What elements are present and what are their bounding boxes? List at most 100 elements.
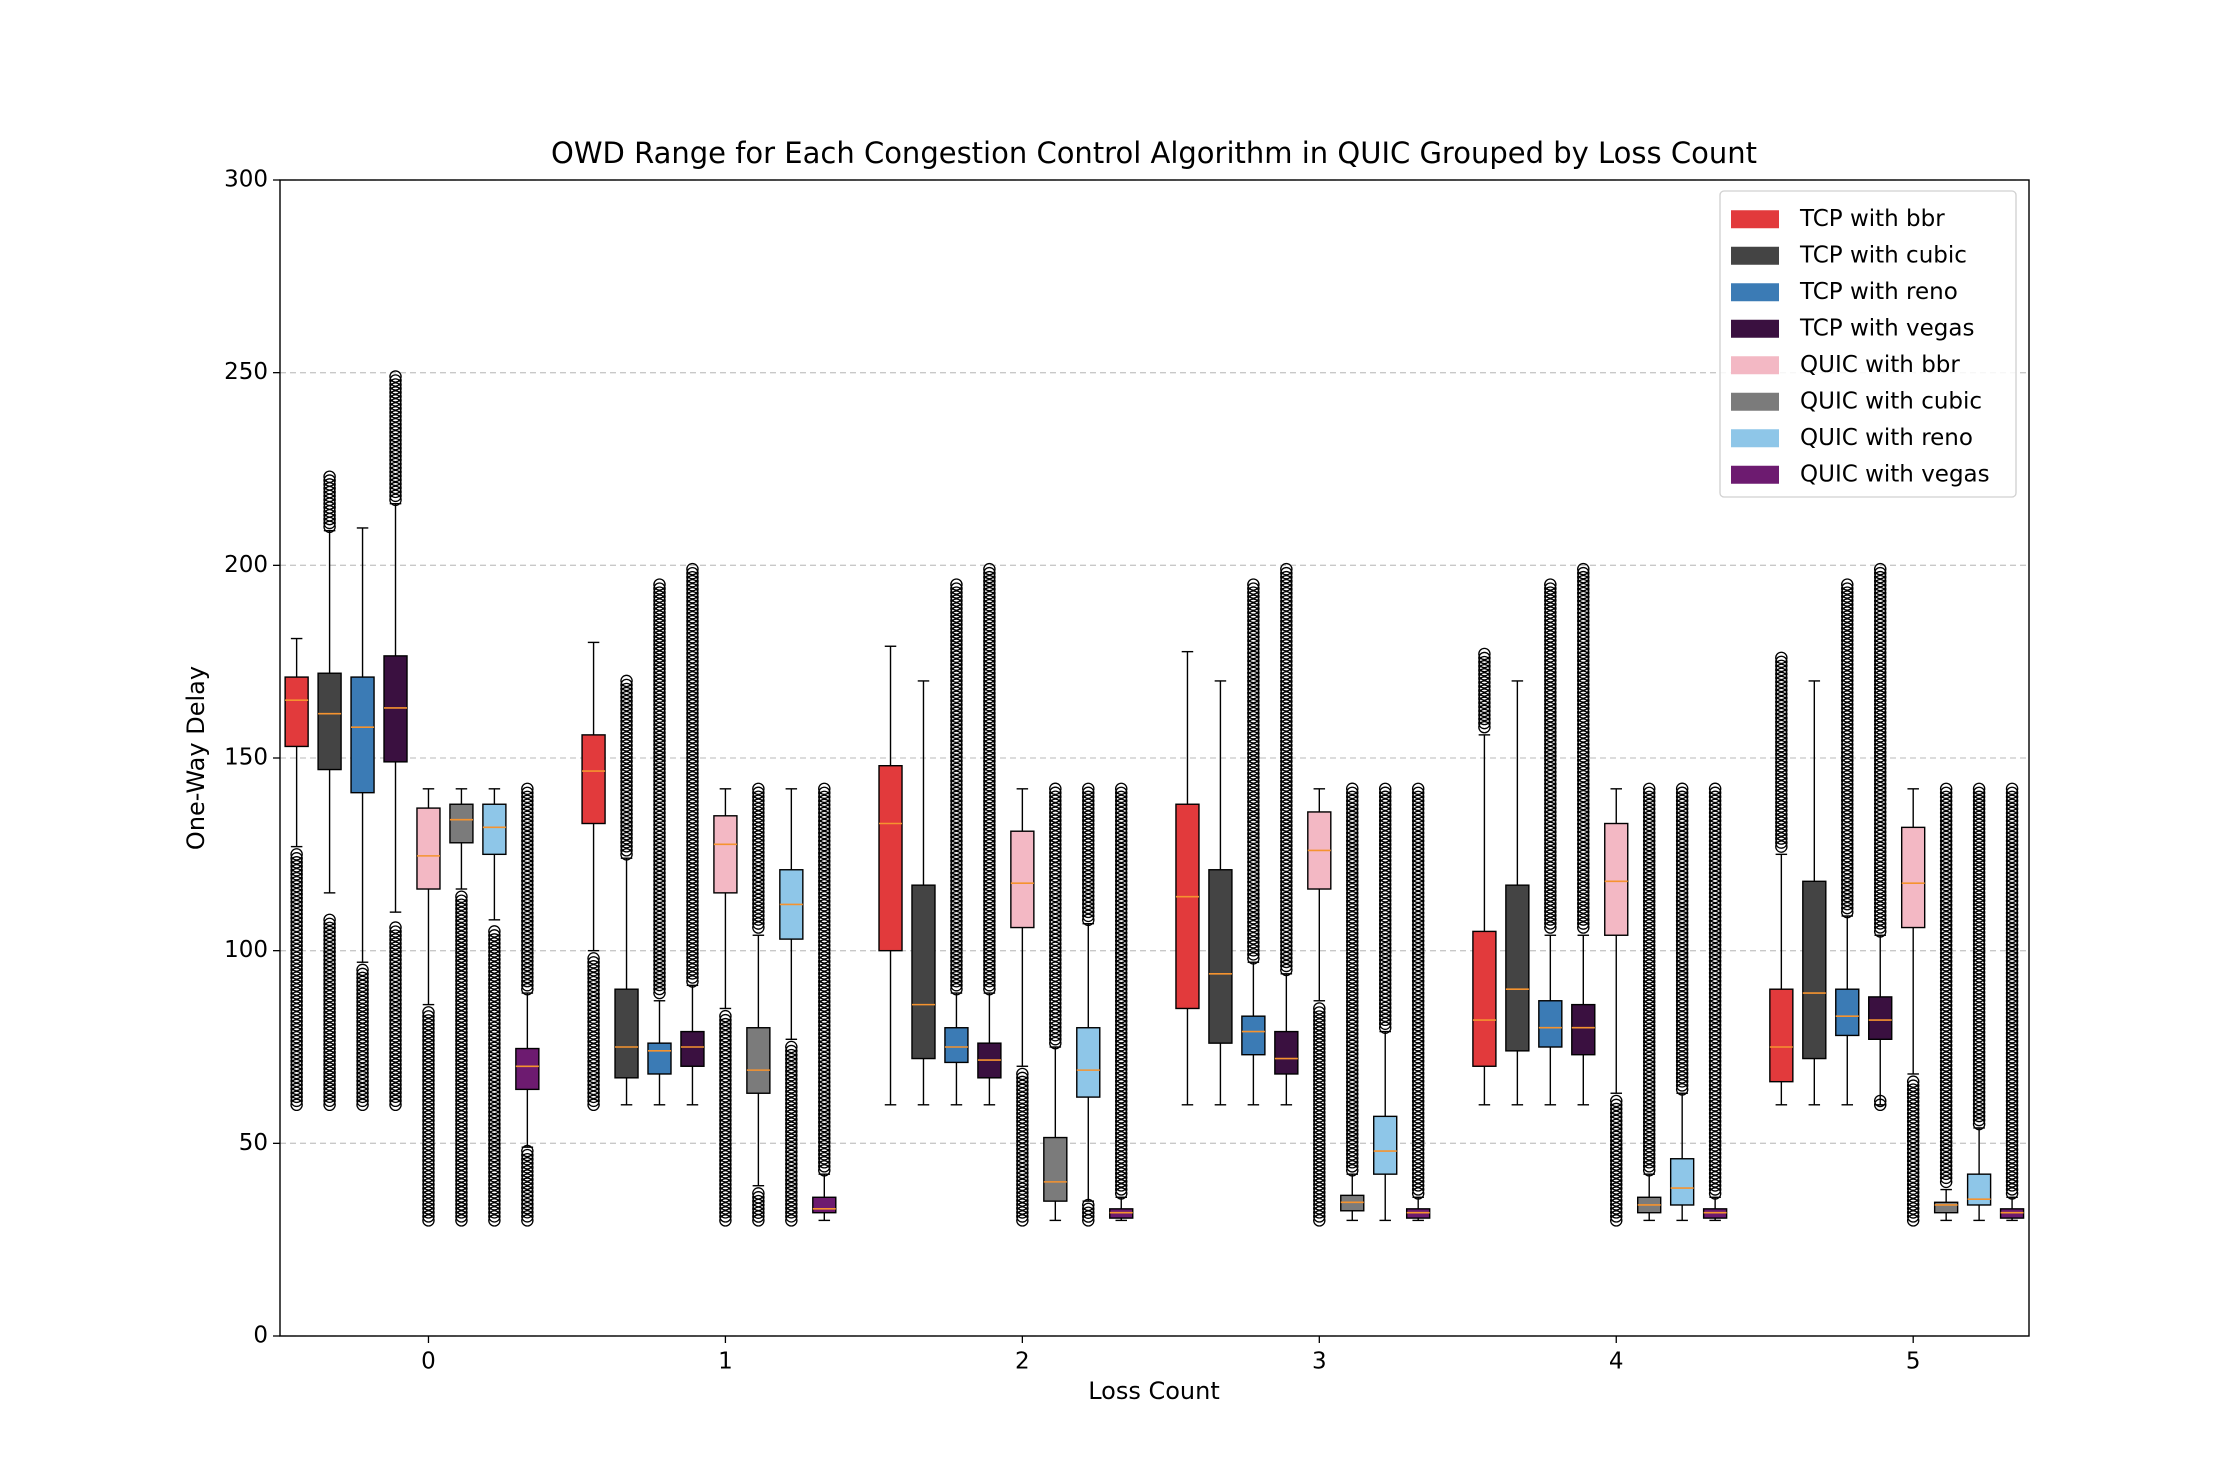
x-tick-label: 3: [1312, 1349, 1327, 1375]
box-group: [1637, 782, 1662, 1222]
box: [317, 672, 342, 771]
fliers: [389, 921, 402, 1111]
box-group: [1405, 782, 1431, 1222]
y-axis-label: One-Way Delay: [182, 666, 210, 850]
box: [1076, 1027, 1101, 1098]
chart-title: OWD Range for Each Congestion Control Al…: [551, 136, 1757, 170]
box-group: [482, 788, 507, 1227]
legend-label: QUIC with reno: [1800, 425, 1973, 451]
box: [1900, 826, 1926, 929]
fliers: [1016, 1067, 1029, 1227]
box-group: [284, 637, 309, 1111]
fliers: [1247, 578, 1260, 965]
fliers: [323, 913, 336, 1111]
fliers: [488, 925, 501, 1227]
fliers: [1114, 782, 1128, 1200]
box-group: [350, 527, 375, 1111]
fliers: [818, 782, 831, 1177]
fliers: [1280, 563, 1293, 977]
legend-swatch: [1731, 356, 1779, 375]
box-group: [1802, 680, 1827, 1106]
legend-label: TCP with reno: [1799, 279, 1958, 305]
fliers: [587, 952, 600, 1111]
box-group: [1571, 563, 1596, 1106]
box-group: [1835, 578, 1860, 1106]
fliers: [1049, 782, 1062, 1050]
box-group: [944, 578, 969, 1106]
box: [1669, 1158, 1695, 1206]
fliers: [752, 782, 765, 934]
legend-swatch: [1731, 465, 1779, 484]
box-group: [779, 788, 804, 1227]
fliers: [1082, 1198, 1095, 1227]
legend-frame: [1719, 190, 2017, 498]
x-tick-label: 0: [421, 1349, 436, 1375]
y-tick-label: 50: [239, 1130, 268, 1156]
fliers: [1972, 782, 1986, 1131]
box: [680, 1030, 705, 1067]
fliers: [2005, 782, 2019, 1200]
box: [1933, 1201, 1959, 1214]
fliers: [950, 578, 963, 996]
box: [1373, 1115, 1398, 1175]
box-group: [746, 782, 771, 1227]
y-tick-label: 250: [224, 359, 268, 385]
box: [350, 676, 375, 794]
box-group: [1043, 782, 1068, 1222]
box-group: [1109, 782, 1134, 1222]
fliers: [521, 1144, 534, 1227]
box: [515, 1047, 540, 1091]
fliers: [653, 578, 666, 1000]
box-group: [614, 674, 639, 1106]
fliers: [983, 563, 996, 996]
box-group: [1604, 788, 1629, 1227]
legend-swatch: [1731, 246, 1779, 265]
box-group: [1966, 782, 1992, 1222]
fliers: [752, 1187, 765, 1227]
x-tick-label: 1: [718, 1349, 733, 1375]
box-group: [977, 563, 1002, 1106]
box: [449, 803, 474, 844]
box: [647, 1042, 672, 1075]
box-group: [416, 788, 441, 1227]
axes-frame: [279, 179, 2030, 1337]
legend-swatch: [1731, 319, 1779, 338]
box: [1010, 830, 1035, 929]
box: [812, 1196, 837, 1214]
box-group: [1076, 782, 1101, 1227]
y-tick-label: 300: [224, 167, 268, 193]
fliers: [1313, 1002, 1326, 1227]
box-group: [1373, 782, 1398, 1222]
fliers: [1939, 782, 1953, 1189]
box: [1571, 1003, 1596, 1056]
fliers: [323, 470, 336, 533]
legend-label: QUIC with cubic: [1800, 388, 1982, 414]
box-group: [713, 788, 738, 1227]
box: [713, 815, 738, 894]
fliers: [1411, 782, 1425, 1200]
y-tick-label: 0: [253, 1323, 268, 1349]
x-tick-label: 4: [1609, 1349, 1624, 1375]
legend-label: QUIC with bbr: [1800, 352, 1960, 378]
legend-swatch: [1731, 392, 1779, 411]
fliers: [1675, 782, 1689, 1096]
box: [1835, 988, 1860, 1037]
fliers: [521, 782, 534, 996]
box: [581, 734, 606, 825]
box-group: [1505, 680, 1530, 1106]
fliers: [422, 1006, 435, 1227]
y-tick-label: 200: [224, 552, 268, 578]
box: [614, 988, 639, 1079]
box: [1868, 996, 1893, 1040]
box: [1241, 1015, 1266, 1056]
legend-label: TCP with vegas: [1799, 315, 1975, 341]
box-group: [515, 782, 540, 1227]
box-group: [317, 470, 342, 1111]
legend-label: QUIC with vegas: [1800, 461, 1990, 487]
box: [284, 676, 309, 748]
fliers: [686, 563, 699, 988]
box-group: [383, 370, 408, 1111]
box-group: [1669, 782, 1695, 1222]
box: [1175, 803, 1200, 1010]
